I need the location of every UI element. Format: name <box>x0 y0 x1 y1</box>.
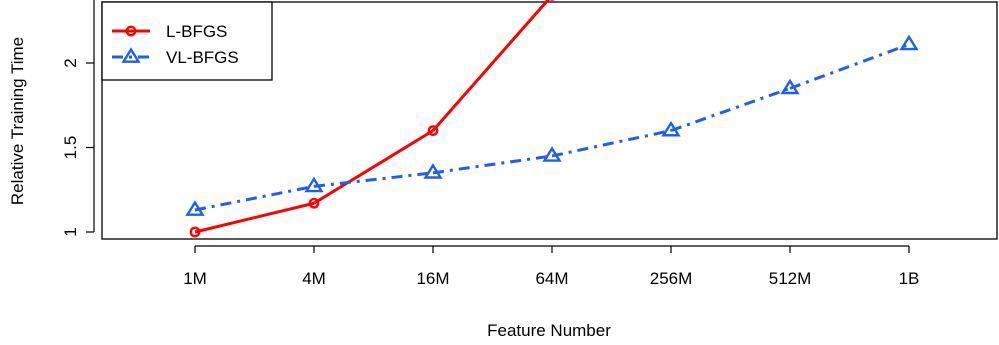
x-tick-label: 512M <box>769 269 812 288</box>
x-tick-label: 1B <box>899 269 920 288</box>
vl-bfgs-line-segment <box>194 184 315 212</box>
legend-label: L-BFGS <box>166 22 227 41</box>
y-tick-label: 1.5 <box>61 136 80 160</box>
l-bfgs-line-segment <box>431 0 550 132</box>
l-bfgs-point <box>189 226 201 238</box>
vl-bfgs-point <box>899 34 919 51</box>
vl-bfgs-line-segment <box>551 129 672 158</box>
x-tick-label: 1M <box>183 269 207 288</box>
legend-box <box>101 1 273 81</box>
series-layer <box>185 0 919 238</box>
vl-bfgs-line-segment <box>432 154 553 175</box>
x-tick-label: 64M <box>535 269 568 288</box>
vl-bfgs-line-segment <box>789 43 910 90</box>
x-axis-title: Feature Number <box>487 321 611 340</box>
x-tick-label: 256M <box>650 269 693 288</box>
y-axis: 11.522.533.5 <box>61 0 95 237</box>
legend-item-vl-bfgs: VL-BFGS <box>112 47 239 67</box>
x-tick-label: 4M <box>302 269 326 288</box>
vl-bfgs-point <box>423 163 443 179</box>
y-axis-title: Relative Training Time <box>8 37 27 205</box>
l-bfgs-point <box>308 197 320 209</box>
legend-label: VL-BFGS <box>166 48 239 67</box>
legend-marker <box>125 25 137 37</box>
l-bfgs-line-segment <box>194 201 315 234</box>
plot-frame <box>101 1 998 240</box>
vl-bfgs-line-segment <box>313 171 434 188</box>
vl-bfgs-point <box>780 78 800 95</box>
legend-marker <box>121 47 141 63</box>
l-bfgs-point <box>427 125 439 137</box>
legend-item-l-bfgs: L-BFGS <box>112 22 227 41</box>
l-bfgs-line-segment <box>313 129 434 205</box>
vl-bfgs-point <box>185 200 205 216</box>
series-l-bfgs <box>189 0 555 238</box>
y-tick-label: 2 <box>61 58 80 67</box>
vl-bfgs-point <box>304 176 324 193</box>
x-axis: 1M 4M 16M 64M 256M 512M 1B <box>183 245 920 288</box>
vl-bfgs-point <box>661 120 681 137</box>
y-tick-label: 1 <box>61 227 80 236</box>
legend-items: L-BFGS VL-BFGS <box>112 22 239 67</box>
series-vl-bfgs <box>185 34 919 216</box>
x-tick-label: 16M <box>416 269 449 288</box>
vl-bfgs-line-segment <box>670 86 791 133</box>
vl-bfgs-point <box>542 146 562 162</box>
legend: L-BFGS VL-BFGS <box>101 1 273 81</box>
